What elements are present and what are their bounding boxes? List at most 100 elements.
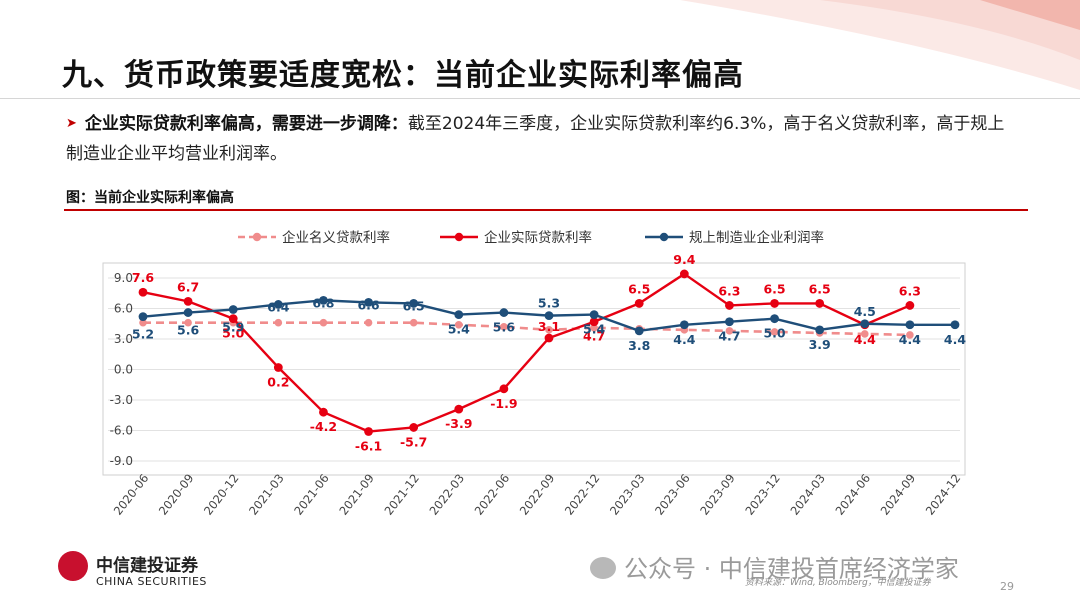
data-point (725, 317, 734, 327)
data-label: 5.6 (493, 320, 515, 335)
data-point (409, 423, 419, 432)
x-tick-label: 2023-06 (652, 471, 693, 517)
wechat-icon (590, 557, 616, 579)
x-tick-label: 2024-06 (833, 471, 874, 517)
data-label: 9.4 (673, 252, 695, 267)
y-tick-label: 9.0 (114, 271, 133, 285)
data-label: 4.4 (899, 332, 921, 347)
x-tick-label: 2023-03 (607, 471, 648, 517)
data-point (409, 318, 418, 327)
data-label: 4.4 (673, 332, 695, 347)
data-point (725, 327, 734, 335)
data-point (228, 305, 238, 314)
data-point (364, 318, 373, 327)
data-point (815, 325, 825, 335)
bullet-lead: 企业实际贷款利率偏高，需要进一步调降： (84, 114, 408, 134)
title-decoration (680, 0, 1080, 90)
data-label: 6.4 (267, 299, 289, 314)
data-label: 6.6 (357, 297, 379, 312)
data-label: 7.6 (132, 270, 154, 285)
data-point (815, 299, 825, 308)
data-point (544, 333, 554, 343)
data-label: 4.7 (583, 329, 605, 344)
page-number: 29 (1000, 580, 1014, 593)
data-point (273, 363, 283, 372)
figure-divider (64, 209, 1028, 211)
data-label: 4.5 (854, 304, 876, 319)
data-point (138, 312, 148, 322)
data-point (860, 319, 870, 329)
y-tick-label: -9.0 (110, 454, 133, 468)
data-label: -6.1 (355, 439, 382, 454)
y-tick-label: 6.0 (114, 302, 133, 316)
x-tick-label: 2022-03 (427, 471, 468, 517)
legend-marker (252, 232, 262, 242)
data-label: 3.8 (628, 338, 650, 353)
data-label: 3.9 (809, 337, 831, 352)
data-point (679, 269, 689, 279)
legend-label: 企业实际贷款利率 (484, 229, 592, 246)
data-point (499, 384, 509, 394)
y-tick-label: 3.0 (114, 332, 133, 346)
data-label: 4.4 (854, 332, 876, 347)
data-point (634, 299, 644, 308)
data-label: -3.9 (445, 416, 472, 431)
x-tick-label: 2024-12 (923, 471, 964, 517)
data-label: 6.5 (628, 281, 650, 296)
data-point (364, 427, 373, 436)
bullet-text: 截至2024年三季度，企业实际贷款利率约6.3%，高于名义贷款利率，高于规上制造… (66, 114, 1005, 164)
data-point (274, 318, 283, 327)
data-point (725, 301, 734, 310)
legend-label: 企业名义贷款利率 (282, 229, 390, 246)
x-tick-label: 2021-12 (381, 471, 422, 517)
data-point (319, 407, 328, 417)
series-line (142, 272, 911, 433)
data-label: 6.5 (809, 281, 831, 296)
data-point (183, 308, 193, 317)
data-point (545, 326, 553, 334)
x-tick-label: 2023-12 (742, 471, 783, 517)
data-label: 6.3 (899, 283, 921, 298)
data-point (906, 331, 914, 339)
legend-marker (659, 232, 669, 242)
legend-label: 规上制造业企业利润率 (689, 229, 824, 246)
data-point (634, 326, 644, 336)
page-title: 九、货币政策要适度宽松：当前企业实际利率偏高 (62, 58, 744, 93)
data-point (319, 318, 328, 327)
data-point (860, 330, 869, 338)
series-line (143, 321, 910, 337)
x-tick-label: 2020-12 (201, 471, 242, 517)
data-label: 5.0 (763, 326, 785, 341)
y-tick-label: -6.0 (110, 424, 133, 438)
data-label: 5.4 (583, 322, 605, 337)
data-point (905, 301, 915, 310)
data-point (454, 320, 463, 329)
logo-chinese-name: 中信建投证券 (96, 556, 198, 576)
legend-marker (454, 232, 464, 242)
data-point (409, 299, 419, 308)
x-tick-label: 2022-06 (472, 471, 513, 517)
plot-area-border (102, 262, 966, 476)
data-point (905, 320, 915, 330)
data-point (139, 318, 147, 327)
x-tick-label: 2021-03 (246, 471, 287, 517)
data-point (770, 314, 779, 324)
source-note: 资料来源：Wind, Bloomberg，中信建投证券 (745, 578, 931, 588)
y-tick-label: 0.0 (114, 363, 133, 377)
data-point (500, 323, 508, 331)
data-label: 3.1 (538, 319, 560, 334)
data-label: 6.7 (177, 279, 199, 294)
y-tick-label: -3.0 (110, 393, 133, 407)
data-point (589, 310, 599, 319)
data-label: -1.9 (490, 396, 517, 411)
data-label: 6.8 (312, 295, 334, 310)
data-label: -4.2 (310, 419, 337, 434)
data-point (679, 320, 689, 330)
data-label: 6.5 (403, 298, 425, 313)
x-tick-label: 2022-12 (562, 471, 603, 517)
data-point (228, 314, 238, 324)
data-point (184, 318, 192, 327)
x-tick-label: 2020-06 (111, 471, 152, 517)
x-tick-label: 2024-09 (878, 471, 919, 517)
